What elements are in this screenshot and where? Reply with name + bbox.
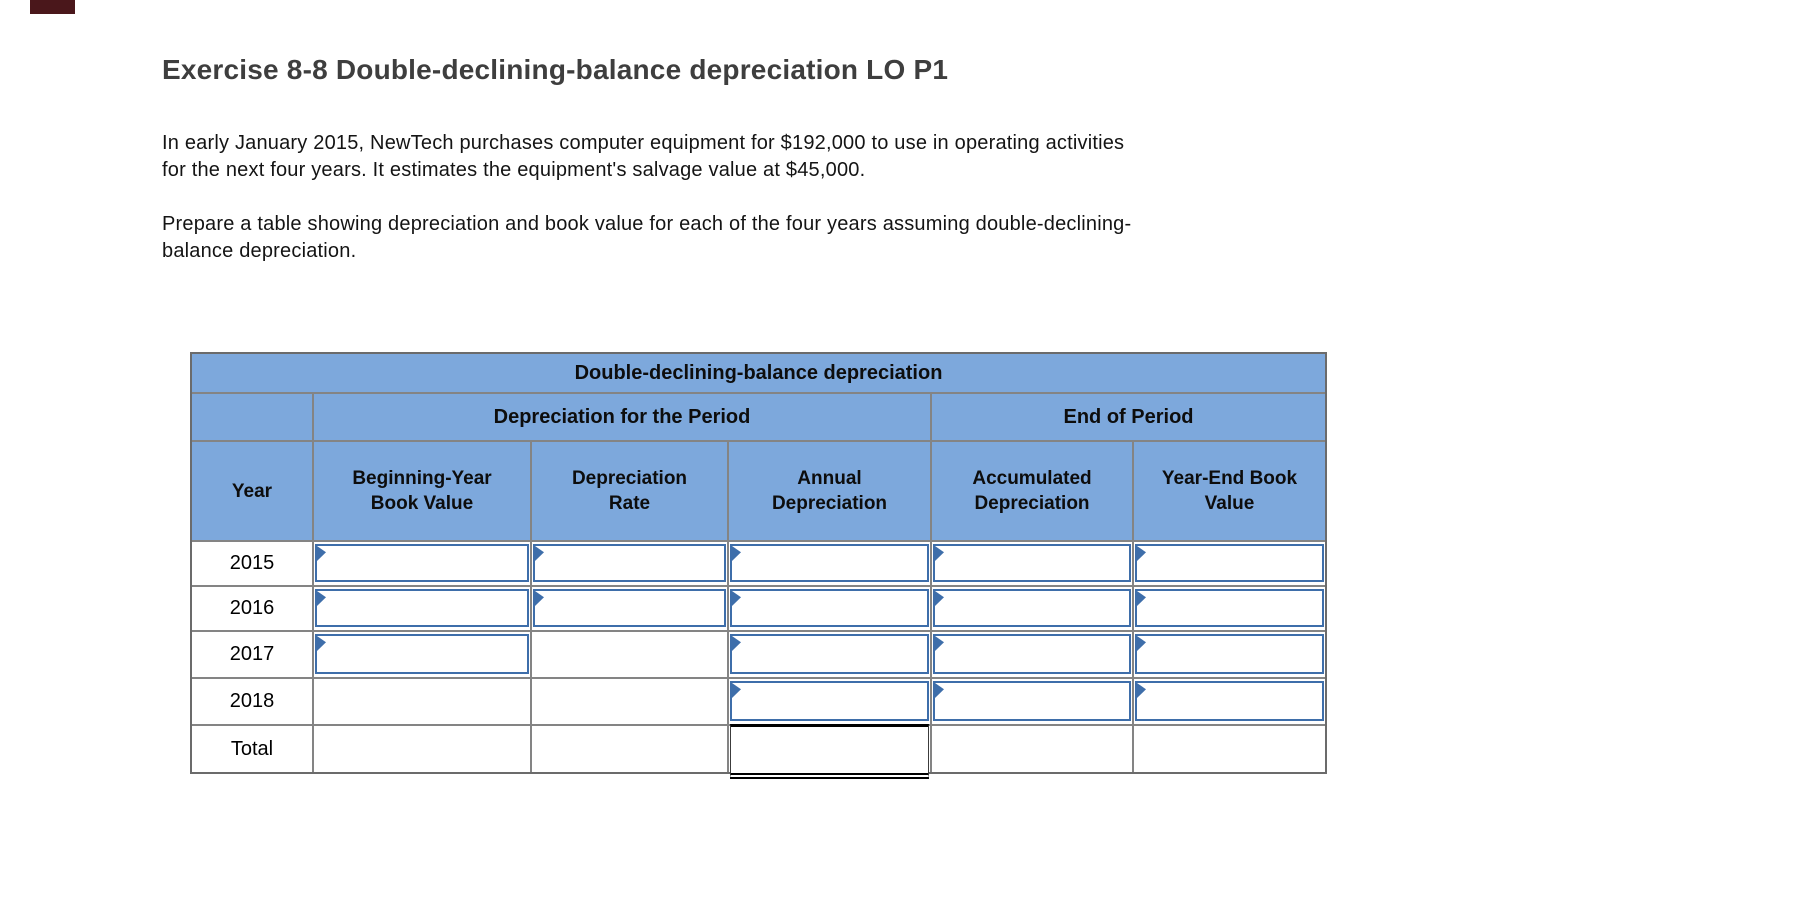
browser-loading-bar — [30, 0, 75, 14]
table-cell — [729, 542, 932, 585]
cell-flag-icon — [935, 591, 944, 606]
table-cell — [532, 632, 729, 677]
cell-flag-icon — [935, 636, 944, 651]
cell-flag-icon — [732, 683, 741, 698]
table-cell — [932, 542, 1134, 585]
group-header-depreciation-for-the-period: Depreciation for the Period — [314, 394, 932, 440]
table-title: Double-declining-balance depreciation — [192, 354, 1325, 392]
input-2016-year-end-book-value[interactable] — [1135, 589, 1324, 627]
group-header-end-of-period: End of Period — [932, 394, 1325, 440]
input-2015-beginning-year-book-value[interactable] — [315, 544, 529, 582]
table-row-total: Total — [192, 724, 1325, 779]
column-header-depreciation-rate: Depreciation Rate — [532, 442, 729, 540]
table-row-2015: 2015 — [192, 542, 1325, 587]
input-2017-beginning-year-book-value[interactable] — [315, 634, 529, 674]
problem-statement: In early January 2015, NewTech purchases… — [162, 132, 1125, 181]
input-2018-accumulated-depreciation[interactable] — [933, 681, 1131, 721]
input-2017-accumulated-depreciation[interactable] — [933, 634, 1131, 674]
row-label-2017: 2017 — [192, 632, 314, 677]
cell-flag-icon — [317, 636, 326, 651]
table-cell — [1134, 679, 1325, 724]
cell-flag-icon — [535, 546, 544, 561]
table-cell — [729, 632, 932, 677]
input-2016-annual-depreciation[interactable] — [730, 589, 929, 627]
column-header-row: Year Beginning-Year Book Value Depreciatio… — [192, 442, 1325, 542]
input-2018-year-end-book-value[interactable] — [1135, 681, 1324, 721]
cell-flag-icon — [535, 591, 544, 606]
table-cell — [1134, 587, 1325, 630]
row-label-total: Total — [192, 726, 314, 772]
row-label-2018: 2018 — [192, 679, 314, 724]
input-2015-annual-depreciation[interactable] — [730, 544, 929, 582]
table-cell — [932, 587, 1134, 630]
row-label-2015: 2015 — [192, 542, 314, 585]
table-row-2018: 2018 — [192, 679, 1325, 726]
cell-flag-icon — [317, 591, 326, 606]
cell-flag-icon — [935, 546, 944, 561]
table-cell — [532, 679, 729, 724]
table-cell — [729, 587, 932, 630]
table-cell — [729, 679, 932, 724]
table-cell — [932, 726, 1134, 772]
column-header-year-end-book-value: Year-End Book Value — [1134, 442, 1325, 540]
row-label-2016: 2016 — [192, 587, 314, 630]
input-2017-annual-depreciation[interactable] — [730, 634, 929, 674]
cell-flag-icon — [1137, 546, 1146, 561]
table-cell — [532, 726, 729, 772]
column-header-year: Year — [192, 442, 314, 540]
input-2015-year-end-book-value[interactable] — [1135, 544, 1324, 582]
input-2015-depreciation-rate[interactable] — [533, 544, 726, 582]
table-cell — [932, 679, 1134, 724]
depreciation-table: Double-declining-balance depreciation De… — [190, 352, 1327, 779]
input-2016-beginning-year-book-value[interactable] — [315, 589, 529, 627]
table-cell — [314, 679, 532, 724]
input-2016-accumulated-depreciation[interactable] — [933, 589, 1131, 627]
cell-flag-icon — [1137, 636, 1146, 651]
table-cell — [1134, 632, 1325, 677]
table-cell — [1134, 542, 1325, 585]
input-2016-depreciation-rate[interactable] — [533, 589, 726, 627]
cell-flag-icon — [317, 546, 326, 561]
table-cell — [532, 587, 729, 630]
column-header-beginning-year-book-value: Beginning-Year Book Value — [314, 442, 532, 540]
table-cell — [314, 542, 532, 585]
column-header-annual-depreciation: Annual Depreciation — [729, 442, 932, 540]
input-2018-annual-depreciation[interactable] — [730, 681, 929, 721]
table-row-2016: 2016 — [192, 587, 1325, 632]
instruction-text: Prepare a table showing depreciation and… — [162, 213, 1132, 262]
table-cell — [314, 587, 532, 630]
input-total-annual-depreciation[interactable] — [730, 724, 929, 779]
cell-flag-icon — [732, 636, 741, 651]
table-cell — [314, 632, 532, 677]
table-cell — [1134, 726, 1325, 772]
cell-flag-icon — [1137, 683, 1146, 698]
table-cell — [729, 724, 932, 779]
table-cell — [314, 726, 532, 772]
input-2015-accumulated-depreciation[interactable] — [933, 544, 1131, 582]
cell-flag-icon — [732, 591, 741, 606]
group-header-blank — [192, 394, 314, 440]
input-2017-year-end-book-value[interactable] — [1135, 634, 1324, 674]
cell-flag-icon — [1137, 591, 1146, 606]
table-body: 2015 2016 2017 2018 Total — [192, 542, 1325, 779]
table-row-2017: 2017 — [192, 632, 1325, 679]
column-header-accumulated-depreciation: Accumulated Depreciation — [932, 442, 1134, 540]
cell-flag-icon — [935, 683, 944, 698]
table-cell — [532, 542, 729, 585]
page-title: Exercise 8-8 Double-declining-balance de… — [162, 54, 949, 85]
cell-flag-icon — [732, 546, 741, 561]
table-cell — [932, 632, 1134, 677]
